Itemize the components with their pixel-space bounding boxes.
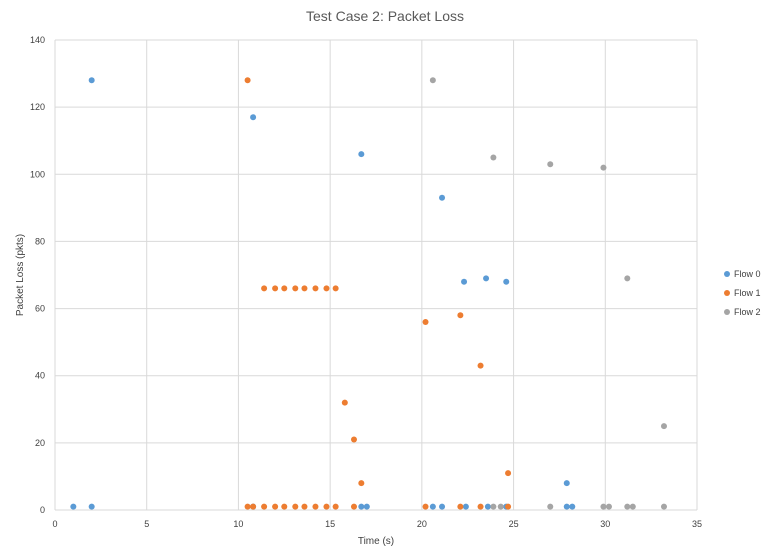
data-point-flow-2 [624,503,631,510]
x-tick-label: 5 [144,519,149,529]
data-point-flow-0 [439,194,446,201]
chart-title: Test Case 2: Packet Loss [306,8,464,24]
data-point-flow-1 [457,503,464,510]
data-point-flow-0 [88,77,95,84]
data-point-flow-0 [462,503,469,510]
legend-marker [724,290,730,296]
x-tick-label: 10 [233,519,243,529]
data-point-flow-0 [250,114,257,121]
data-point-flow-2 [629,503,636,510]
y-tick-label: 120 [30,102,45,112]
data-point-flow-1 [312,503,319,510]
data-point-flow-1 [261,503,268,510]
data-point-flow-0 [439,503,446,510]
y-tick-label: 0 [40,505,45,515]
data-point-flow-2 [547,161,554,168]
data-point-flow-0 [358,503,365,510]
data-point-flow-1 [301,503,308,510]
data-point-flow-1 [505,470,512,477]
data-point-flow-1 [261,285,268,292]
data-point-flow-1 [250,503,257,510]
legend-marker [724,309,730,315]
x-axis-ticks: 0 5 10 15 20 25 30 35 [52,519,702,529]
data-point-flow-1 [477,503,484,510]
data-point-flow-1 [332,503,339,510]
y-tick-label: 40 [35,371,45,381]
data-point-flow-1 [301,285,308,292]
data-point-flow-1 [272,503,279,510]
data-point-flow-0 [484,503,491,510]
x-tick-label: 0 [52,519,57,529]
y-tick-label: 20 [35,438,45,448]
data-point-flow-2 [547,503,554,510]
data-point-flow-2 [600,164,607,171]
data-point-flow-0 [358,151,365,158]
x-tick-label: 15 [325,519,335,529]
data-point-flow-1 [477,362,484,369]
data-point-flow-1 [457,312,464,319]
y-tick-label: 100 [30,169,45,179]
data-point-flow-1 [323,285,330,292]
data-point-flow-0 [461,278,468,285]
data-point-flow-0 [429,503,436,510]
data-point-flow-2 [429,77,436,84]
legend: Flow 0 Flow 1 Flow 2 [724,269,761,317]
legend-marker [724,271,730,277]
data-point-flow-2 [605,503,612,510]
data-point-flow-0 [569,503,576,510]
data-point-flow-2 [490,154,497,161]
x-tick-label: 35 [692,519,702,529]
y-tick-label: 80 [35,236,45,246]
data-point-flow-2 [660,503,667,510]
y-tick-label: 60 [35,304,45,314]
legend-label: Flow 1 [734,288,761,298]
y-axis-ticks: 0 20 40 60 80 100 120 140 [30,35,45,515]
data-point-flow-1 [350,436,357,443]
data-point-flow-0 [363,503,370,510]
x-tick-label: 20 [417,519,427,529]
data-point-flow-1 [505,503,512,510]
x-tick-label: 30 [600,519,610,529]
data-point-flow-1 [292,285,299,292]
data-point-flow-1 [358,480,365,487]
data-point-flow-2 [600,503,607,510]
x-tick-label: 25 [509,519,519,529]
data-points [70,77,667,510]
data-point-flow-1 [341,399,348,406]
data-point-flow-0 [563,503,570,510]
data-point-flow-1 [292,503,299,510]
data-point-flow-1 [272,285,279,292]
data-point-flow-1 [323,503,330,510]
data-point-flow-1 [332,285,339,292]
data-point-flow-2 [497,503,504,510]
legend-label: Flow 2 [734,307,761,317]
data-point-flow-1 [281,503,288,510]
data-point-flow-1 [244,77,251,84]
x-axis-label: Time (s) [358,536,394,547]
grid [54,39,698,511]
data-point-flow-0 [563,480,570,487]
data-point-flow-0 [503,278,510,285]
data-point-flow-1 [312,285,319,292]
data-point-flow-0 [88,503,95,510]
data-point-flow-0 [70,503,77,510]
data-point-flow-2 [490,503,497,510]
data-point-flow-1 [422,503,429,510]
legend-label: Flow 0 [734,269,761,279]
data-point-flow-0 [483,275,490,282]
y-tick-label: 140 [30,35,45,45]
data-point-flow-2 [624,275,631,282]
y-axis-label: Packet Loss (pkts) [15,234,26,316]
data-point-flow-2 [660,423,667,430]
data-point-flow-1 [350,503,357,510]
data-point-flow-1 [281,285,288,292]
data-point-flow-1 [422,319,429,325]
data-point-flow-1 [244,503,251,510]
